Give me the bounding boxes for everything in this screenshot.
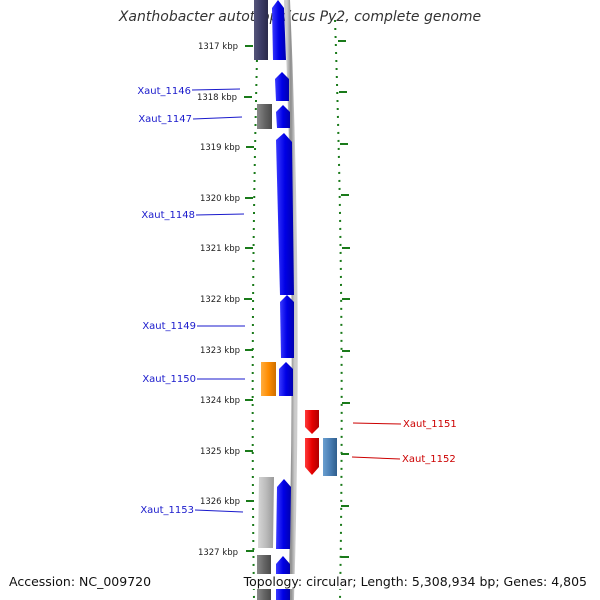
gene-label-xaut-1150[interactable]: Xaut_1150 <box>142 374 196 385</box>
gene-arrow-1150 <box>279 362 293 396</box>
tick-label: 1323 kbp <box>200 346 240 356</box>
leader-line <box>192 116 243 120</box>
tick-1324: 1324 kbp <box>200 396 350 406</box>
leader-line <box>195 213 245 216</box>
feature-orange-1150 <box>261 362 276 396</box>
leader-line <box>352 422 402 425</box>
gene-label-xaut-1151[interactable]: Xaut_1151 <box>403 419 457 430</box>
tick-1327: 1327 kbp <box>198 548 349 558</box>
leader-line <box>191 88 241 91</box>
feature-steelblue-1152 <box>323 438 337 476</box>
tick-1321: 1321 kbp <box>200 244 350 254</box>
gene-arrow-1148 <box>276 133 294 295</box>
tick-label: 1321 kbp <box>200 244 240 254</box>
tick-1318: 1318 kbp <box>197 91 347 103</box>
gene-label-xaut-1146[interactable]: Xaut_1146 <box>137 86 191 97</box>
tick-label: 1317 kbp <box>198 42 238 52</box>
gene-label-xaut-1149[interactable]: Xaut_1149 <box>142 321 196 332</box>
gene-arrow-1153 <box>276 479 291 549</box>
tick-1317: 1317 kbp <box>198 40 346 52</box>
genome-summary-text: Topology: circular; Length: 5,308,934 bp… <box>240 574 590 589</box>
tick-label: 1319 kbp <box>200 143 240 153</box>
tick-label: 1322 kbp <box>200 295 240 305</box>
gene-arrow-1147 <box>276 105 290 128</box>
gene-label-xaut-1153[interactable]: Xaut_1153 <box>140 505 194 516</box>
outer-dotted-ring <box>334 19 343 600</box>
tick-1326: 1326 kbp <box>200 497 349 507</box>
tick-1319: 1319 kbp <box>200 143 348 153</box>
gene-label-xaut-1147[interactable]: Xaut_1147 <box>138 114 192 125</box>
tick-1325: 1325 kbp <box>200 447 349 457</box>
gene-label-xaut-1148[interactable]: Xaut_1148 <box>141 210 195 221</box>
tick-label: 1327 kbp <box>198 548 238 558</box>
gene-arrow-1152 <box>305 438 319 475</box>
feature-navy-top <box>254 0 268 60</box>
map-title: Xanthobacter autotrophicus Py2, complete… <box>118 9 482 25</box>
gene-arrow-1146 <box>275 72 289 101</box>
tick-1320: 1320 kbp <box>200 194 349 204</box>
feature-gray-1147 <box>257 104 272 129</box>
tick-1322: 1322 kbp <box>200 295 350 305</box>
gene-label-xaut-1152[interactable]: Xaut_1152 <box>402 454 456 465</box>
tick-label: 1324 kbp <box>200 396 240 406</box>
tick-label: 1326 kbp <box>200 497 240 507</box>
gene-arrow-top <box>272 0 286 60</box>
tick-label: 1325 kbp <box>200 447 240 457</box>
accession-text: Accession: NC_009720 <box>9 574 152 589</box>
tick-label: 1320 kbp <box>200 194 240 204</box>
leader-line <box>194 509 244 513</box>
leader-line <box>351 456 401 460</box>
genome-backbone <box>284 0 298 600</box>
tick-label: 1318 kbp <box>197 93 237 103</box>
feature-lightgray-1153 <box>258 477 274 548</box>
tick-1323: 1323 kbp <box>200 346 350 356</box>
gene-arrow-1149 <box>280 295 294 358</box>
inner-dotted-ring <box>251 19 259 600</box>
gene-arrow-1151 <box>305 410 319 434</box>
